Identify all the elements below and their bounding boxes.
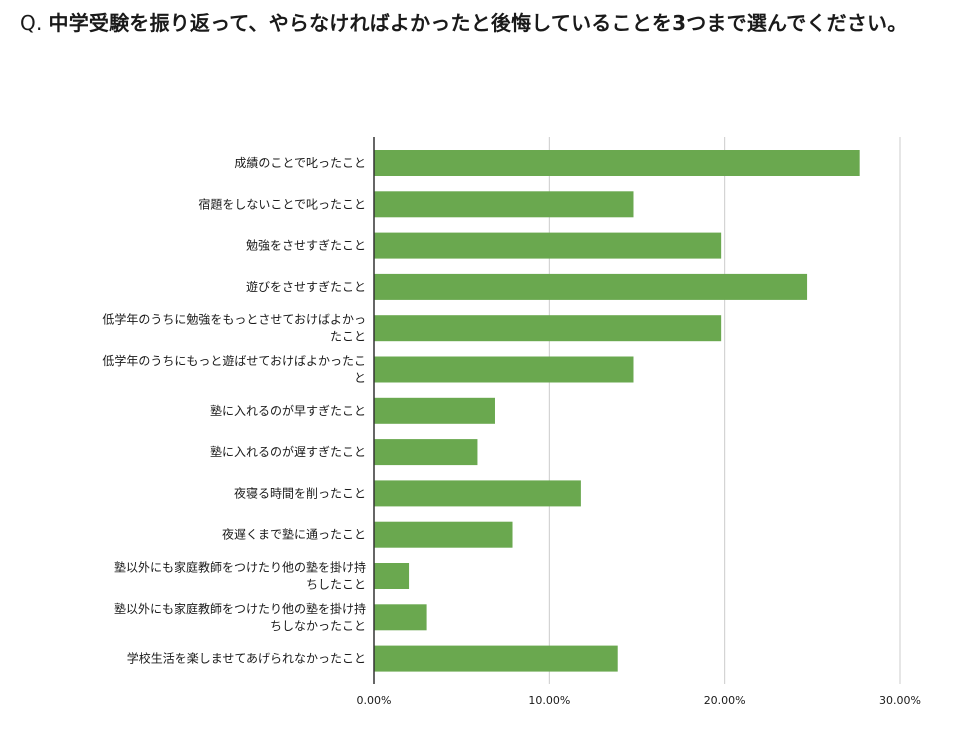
category-label: 低学年のうちに勉強をもっとさせておけばよかっ — [102, 312, 366, 327]
bar — [374, 232, 722, 259]
bar — [374, 150, 860, 176]
bar — [374, 521, 513, 548]
category-label: 宿題をしないことで叱ったこと — [198, 196, 366, 211]
x-tick-label: 0.00% — [357, 694, 392, 707]
tick-layer: 0.00% 10.00% 20.00% 30.00% — [357, 694, 921, 707]
question-text: 中学受験を振り返って、やらなければよかったと後悔していることを3つまで選んでくだ… — [48, 11, 908, 35]
category-label: ちしなかったこと — [270, 619, 366, 633]
label-layer: 成績のことで叱ったこと宿題をしないことで叱ったこと勉強をさせすぎたこと遊びをさせ… — [102, 156, 366, 666]
bar — [374, 397, 495, 424]
category-label: ちしたこと — [306, 578, 366, 592]
category-label: と — [354, 371, 366, 385]
x-tick-label: 10.00% — [528, 694, 570, 707]
grid-layer — [548, 137, 901, 684]
category-label: 塾以外にも家庭教師をつけたり他の塾を掛け持 — [114, 601, 366, 616]
category-label: 塾に入れるのが遅すぎたこと — [210, 444, 366, 459]
category-label: 勉強をさせすぎたこと — [246, 239, 366, 253]
category-label: 塾以外にも家庭教師をつけたり他の塾を掛け持 — [114, 560, 366, 575]
bar — [374, 273, 808, 300]
bar — [374, 191, 634, 218]
bar — [374, 604, 427, 631]
category-label: 成績のことで叱ったこと — [234, 156, 366, 170]
question-prefix: Q. — [20, 11, 43, 35]
category-label: 夜寝る時間を削ったこと — [234, 485, 366, 500]
category-label: 塾に入れるのが早すぎたこと — [210, 403, 366, 418]
category-label: 夜遅くまで塾に通ったこと — [222, 527, 366, 542]
bar — [374, 645, 618, 672]
category-label: 遊びをさせすぎたこと — [246, 279, 366, 294]
category-label: たこと — [330, 330, 366, 344]
bar — [374, 315, 722, 342]
bar — [374, 439, 478, 466]
bar-layer — [374, 150, 860, 672]
category-label: 学校生活を楽しませてあげられなかったこと — [127, 651, 366, 666]
bar — [374, 356, 634, 383]
x-tick-label: 20.00% — [704, 694, 746, 707]
x-tick-label: 30.00% — [879, 694, 921, 707]
question-title: Q. 中学受験を振り返って、やらなければよかったと後悔していることを3つまで選んで… — [20, 8, 950, 38]
bar — [374, 563, 410, 589]
bar — [374, 480, 581, 507]
category-label: 低学年のうちにもっと遊ばせておけばよかったこ — [102, 353, 366, 368]
